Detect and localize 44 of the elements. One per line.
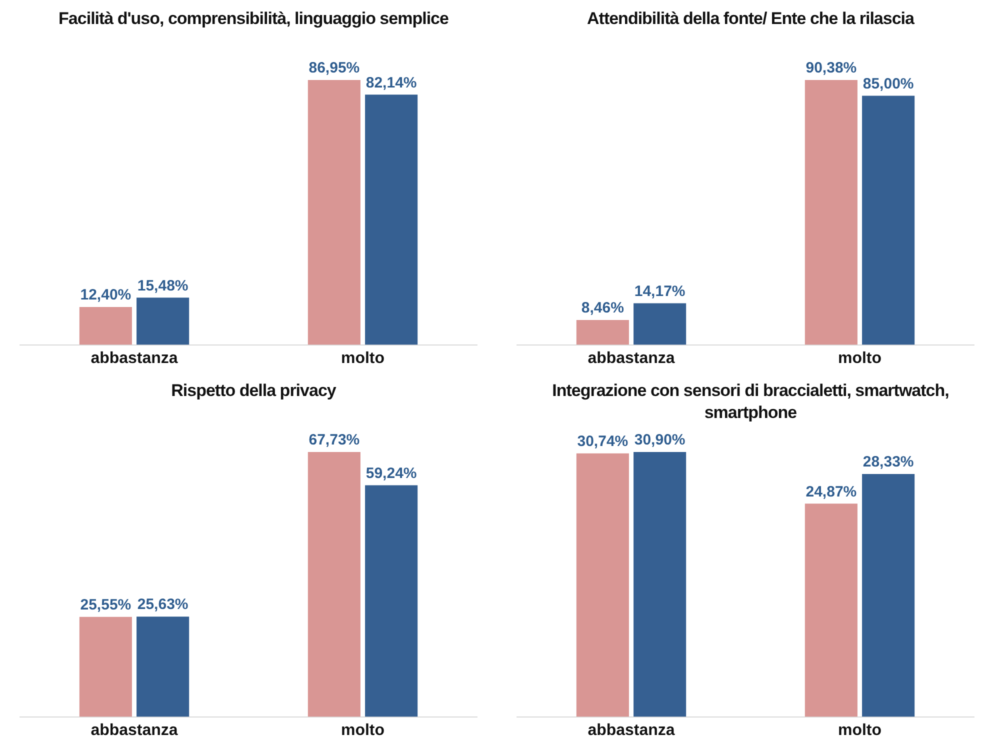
data-label: 12,40% xyxy=(80,286,132,304)
data-label: 28,33% xyxy=(862,454,914,471)
chart-title: Facilità d'uso, comprensibilità, linguaggio semplice xyxy=(58,8,450,30)
data-label: 85,00% xyxy=(862,75,914,92)
bar xyxy=(862,474,915,717)
data-label: 67,73% xyxy=(308,432,360,449)
data-label: 24,87% xyxy=(806,483,857,500)
x-tick-label: abbastanza xyxy=(90,350,178,367)
data-label: 15,48% xyxy=(137,277,188,294)
data-label: 25,63% xyxy=(137,596,188,614)
bar xyxy=(365,485,418,717)
bar xyxy=(136,616,190,717)
bar xyxy=(804,504,858,717)
x-tick-label: molto xyxy=(340,350,385,367)
data-label: 59,24% xyxy=(366,464,417,482)
bar xyxy=(634,303,686,345)
data-label: 8,46% xyxy=(581,300,624,317)
bar xyxy=(136,298,190,345)
data-label: 30,74% xyxy=(577,433,628,450)
bar xyxy=(576,320,629,345)
x-tick-label: molto xyxy=(340,722,385,739)
bar xyxy=(79,616,132,717)
x-tick-label: abbastanza xyxy=(90,722,178,739)
bar xyxy=(862,96,915,345)
x-tick-label: abbastanza xyxy=(588,350,675,367)
chart-title: Integrazione con sensori di braccialetti, smartwatch, smartphone xyxy=(551,380,950,424)
x-tick-label: abbastanza xyxy=(588,722,675,739)
data-label: 14,17% xyxy=(634,282,686,300)
chart-title: Attendibilità della fonte/ Ente che la rilascia xyxy=(586,8,916,30)
data-label: 82,14% xyxy=(366,74,417,92)
data-label: 25,55% xyxy=(80,596,132,614)
bar xyxy=(634,452,686,717)
bar xyxy=(79,307,132,345)
bar xyxy=(804,80,858,345)
chart-title: Rispetto della privacy xyxy=(170,380,338,402)
x-tick-label: molto xyxy=(838,722,882,739)
bar xyxy=(308,452,360,717)
bar xyxy=(308,80,360,345)
bar xyxy=(576,453,629,717)
x-tick-label: molto xyxy=(838,350,882,367)
data-label: 30,90% xyxy=(634,432,686,449)
bar xyxy=(365,94,418,345)
data-label: 90,38% xyxy=(806,60,857,77)
data-label: 86,95% xyxy=(308,60,360,77)
